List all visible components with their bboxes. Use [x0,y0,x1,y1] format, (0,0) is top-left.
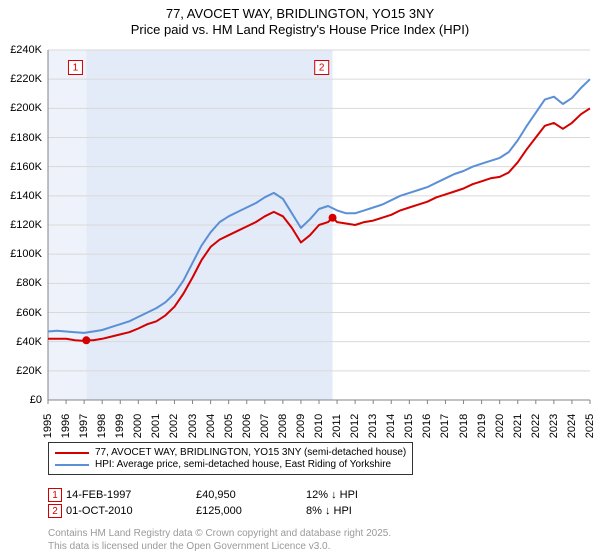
legend-box: 77, AVOCET WAY, BRIDLINGTON, YO15 3NY (s… [48,442,413,475]
attribution-line1: Contains HM Land Registry data © Crown c… [48,528,391,541]
chart-svg: 12 [0,40,600,440]
x-tick-label: 2010 [313,414,325,438]
event-marker-box: 2 [48,504,62,518]
y-tick-label: £200K [10,102,42,114]
y-tick-label: £100K [10,248,42,260]
event-delta: 8% ↓ HPI [306,505,446,517]
attribution-line2: This data is licensed under the Open Gov… [48,541,391,554]
chart-area: 12 £0£20K£40K£60K£80K£100K£120K£140K£160… [0,40,600,440]
x-tick-label: 2012 [349,414,361,438]
x-tick-label: 1996 [60,414,72,438]
y-tick-label: £240K [10,44,42,56]
legend-label: HPI: Average price, semi-detached house,… [95,459,391,470]
x-tick-label: 2017 [439,414,451,438]
x-tick-label: 2018 [458,414,470,438]
x-tick-label: 2001 [150,414,162,438]
x-tick-label: 2021 [512,414,524,438]
x-tick-label: 2025 [584,414,596,438]
chart-title-line1: 77, AVOCET WAY, BRIDLINGTON, YO15 3NY [0,6,600,22]
x-tick-label: 2019 [476,414,488,438]
legend-swatch [55,452,89,454]
x-tick-label: 2024 [566,414,578,438]
y-tick-label: £220K [10,73,42,85]
event-delta: 12% ↓ HPI [306,489,446,501]
x-tick-label: 1997 [78,414,90,438]
x-tick-label: 2002 [168,414,180,438]
x-tick-label: 2013 [367,414,379,438]
chart-container: 77, AVOCET WAY, BRIDLINGTON, YO15 3NY Pr… [0,0,600,560]
event-date: 14-FEB-1997 [66,489,196,501]
event-marker-box: 1 [48,488,62,502]
legend-item: 77, AVOCET WAY, BRIDLINGTON, YO15 3NY (s… [55,447,406,458]
event-price: £40,950 [196,489,306,501]
y-tick-label: £60K [16,307,42,319]
x-tick-label: 2004 [205,414,217,438]
x-tick-label: 2003 [187,414,199,438]
x-tick-label: 2000 [132,414,144,438]
attribution-text: Contains HM Land Registry data © Crown c… [48,528,391,553]
event-date: 01-OCT-2010 [66,505,196,517]
x-tick-label: 2023 [548,414,560,438]
chart-title-line2: Price paid vs. HM Land Registry's House … [0,22,600,38]
legend-swatch [55,464,89,466]
legend-label: 77, AVOCET WAY, BRIDLINGTON, YO15 3NY (s… [95,447,406,458]
y-tick-label: £40K [16,336,42,348]
x-tick-label: 2020 [494,414,506,438]
x-tick-label: 1998 [96,414,108,438]
x-tick-label: 2007 [259,414,271,438]
y-tick-label: £120K [10,219,42,231]
y-tick-label: £20K [16,365,42,377]
x-tick-label: 2006 [241,414,253,438]
y-tick-label: £80K [16,277,42,289]
x-tick-label: 2014 [385,414,397,438]
y-tick-label: £140K [10,190,42,202]
x-tick-label: 2009 [295,414,307,438]
svg-text:2: 2 [319,63,325,74]
event-row: 2 01-OCT-2010£125,0008% ↓ HPI [48,504,568,518]
svg-text:1: 1 [73,63,79,74]
x-tick-label: 2016 [421,414,433,438]
x-tick-label: 2015 [403,414,415,438]
y-tick-label: £160K [10,161,42,173]
events-table: 1 14-FEB-1997£40,95012% ↓ HPI 2 01-OCT-2010… [48,486,568,520]
legend-item: HPI: Average price, semi-detached house,… [55,459,406,470]
x-tick-label: 2011 [331,414,343,438]
event-price: £125,000 [196,505,306,517]
y-tick-label: £0 [30,394,42,406]
x-tick-label: 1995 [42,414,54,438]
event-row: 1 14-FEB-1997£40,95012% ↓ HPI [48,488,568,502]
y-tick-label: £180K [10,132,42,144]
x-tick-label: 2005 [223,414,235,438]
x-tick-label: 2022 [530,414,542,438]
x-tick-label: 1999 [114,414,126,438]
x-tick-label: 2008 [277,414,289,438]
